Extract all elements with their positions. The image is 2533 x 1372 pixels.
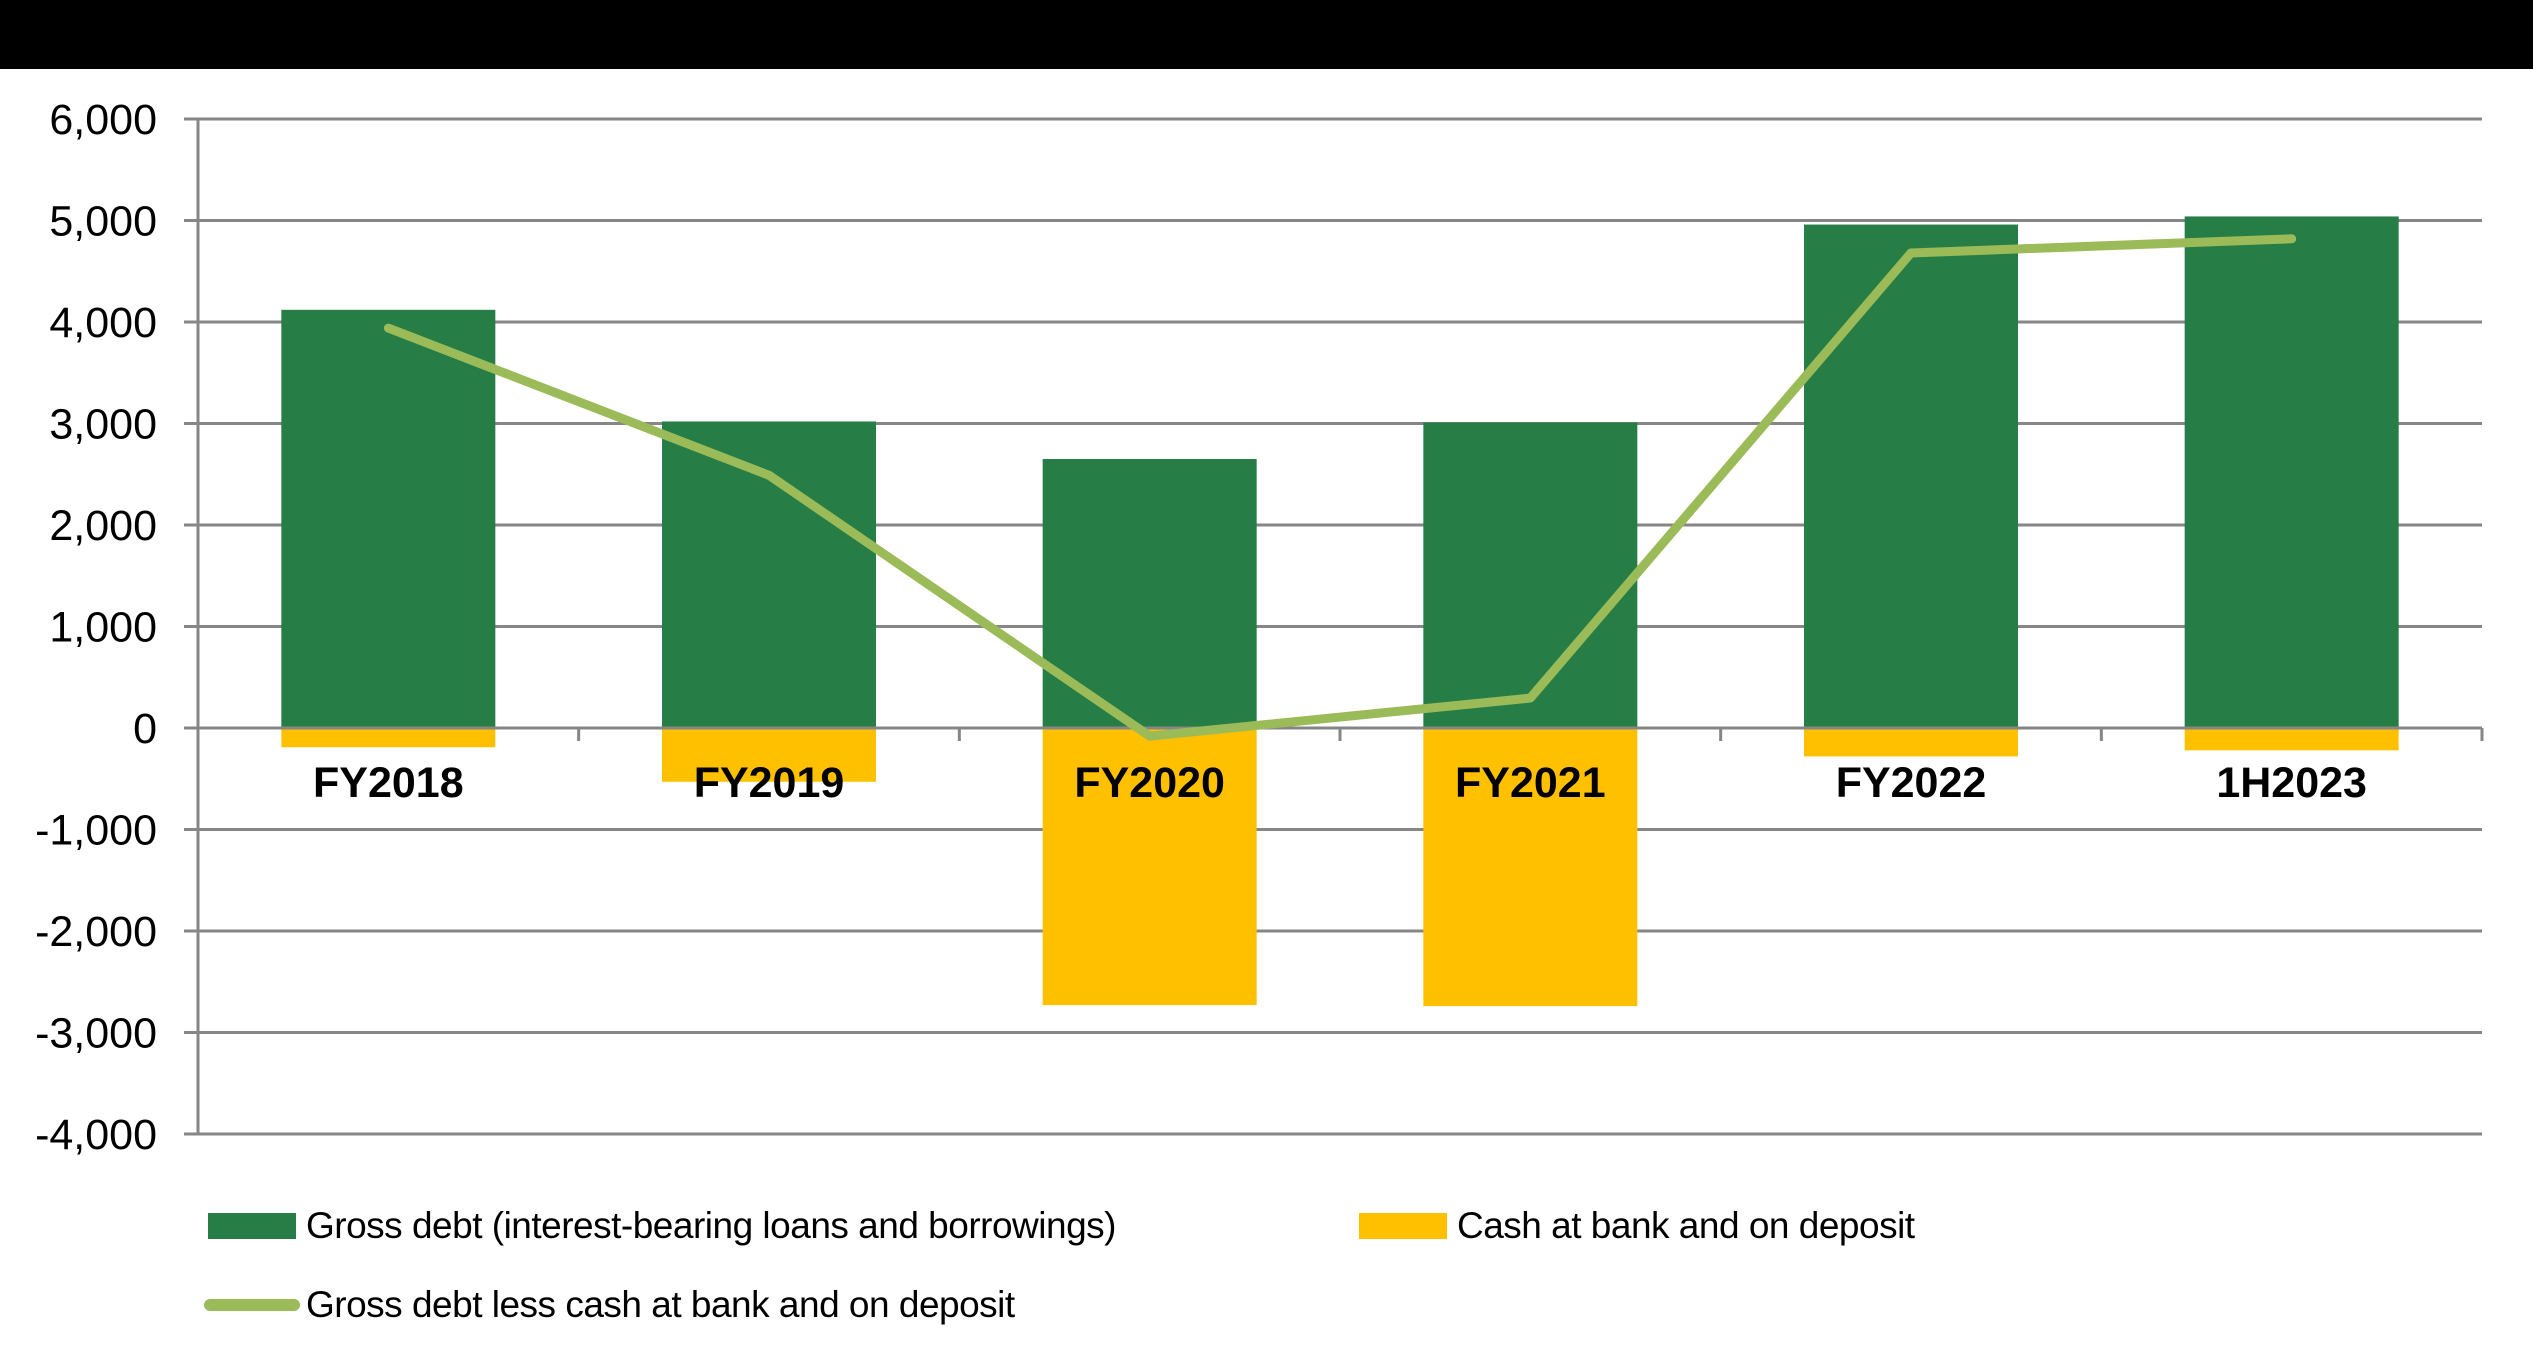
- y-tick-label: 3,000: [49, 401, 157, 449]
- gross-debt-bar: [1804, 224, 2018, 728]
- axes: [196, 119, 2484, 1134]
- y-tick-label: 4,000: [49, 299, 157, 347]
- cash-bar: [1042, 728, 1257, 1006]
- y-tick-label: 0: [133, 705, 157, 753]
- x-category-label: FY2021: [1455, 759, 1606, 807]
- x-category-label: FY2020: [1074, 759, 1225, 807]
- y-tick-label: 6,000: [49, 96, 157, 144]
- legend-item-cash[interactable]: Cash at bank and on deposit: [1359, 1205, 1915, 1247]
- cash-bar: [662, 728, 876, 782]
- top-black-bar: [0, 0, 2533, 69]
- legend-item-net-line[interactable]: Gross debt less cash at bank and on depo…: [204, 1284, 1015, 1326]
- bars: [281, 216, 2399, 1007]
- y-tick-label: -1,000: [35, 807, 157, 855]
- cash-swatch-icon: [1359, 1213, 1447, 1239]
- gross-debt-bar: [281, 309, 496, 728]
- legend-label-net-line: Gross debt less cash at bank and on depo…: [306, 1284, 1015, 1325]
- y-tick-label: 1,000: [49, 604, 157, 652]
- y-tick-label: -2,000: [35, 908, 157, 956]
- cash-bar: [1423, 728, 1638, 1007]
- cash-bar: [281, 728, 496, 748]
- x-category-label: FY2022: [1836, 759, 1987, 807]
- x-category-label: 1H2023: [2216, 759, 2367, 807]
- y-tick-label: 5,000: [49, 198, 157, 246]
- y-tick-label: -4,000: [35, 1111, 157, 1159]
- gross-debt-bar: [2184, 216, 2399, 728]
- y-axis-ticks: 6,000 5,000 4,000 3,000 2,000 1,000 0 -1,000 -2,…: [35, 96, 157, 1159]
- legend-item-gross-debt[interactable]: Gross debt (interest-bearing loans and b…: [208, 1205, 1116, 1247]
- gridlines: [184, 117, 2482, 1136]
- gross-debt-swatch-icon: [208, 1213, 296, 1239]
- y-tick-label: 2,000: [49, 502, 157, 550]
- net-line-swatch-icon: [204, 1299, 300, 1311]
- y-tick-label: -3,000: [35, 1010, 157, 1058]
- gross-debt-bar: [662, 421, 876, 728]
- legend-label-gross-debt: Gross debt (interest-bearing loans and b…: [306, 1205, 1116, 1246]
- x-axis-categories: FY2018 FY2019 FY2020 FY2021 FY2022 1H2023: [313, 759, 2367, 807]
- x-category-label: FY2019: [694, 759, 845, 807]
- net-debt-polyline: [383, 234, 2297, 741]
- gross-debt-bar: [1423, 422, 1638, 728]
- net-debt-line: [383, 234, 2297, 741]
- x-category-label: FY2018: [313, 759, 464, 807]
- cash-bar: [2184, 728, 2399, 751]
- cash-bar: [1804, 728, 2018, 757]
- legend-label-cash: Cash at bank and on deposit: [1457, 1205, 1915, 1246]
